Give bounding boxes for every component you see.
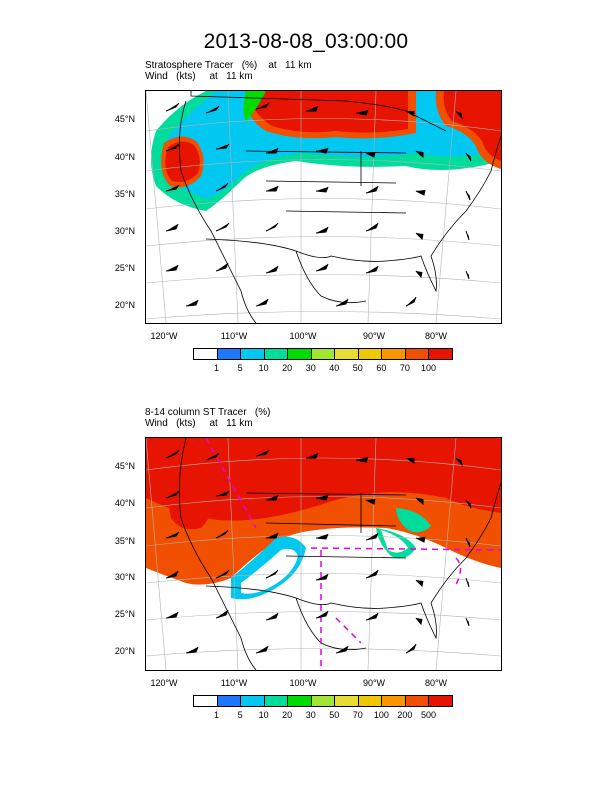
panel1-xtick-100w: 100°W bbox=[289, 331, 317, 341]
colorbar-label: 100 bbox=[373, 710, 389, 720]
panel1-ytick-25: 25°N bbox=[114, 263, 135, 273]
panel2-ytick-40: 40°N bbox=[114, 498, 135, 508]
colorbar-swatch bbox=[404, 695, 430, 707]
colorbar-label: 1 bbox=[214, 363, 220, 373]
panel1-map bbox=[145, 90, 502, 324]
panel2-ytick-20: 20°N bbox=[114, 646, 135, 656]
colorbar-swatch bbox=[310, 348, 336, 360]
panel1-colorbar: 1 5 10 20 30 40 50 60 70 100 bbox=[193, 348, 453, 378]
colorbar-label: 5 bbox=[237, 363, 243, 373]
colorbar-swatch bbox=[216, 695, 242, 707]
panel1-xtick-110w: 110°W bbox=[220, 331, 248, 341]
colorbar-swatch bbox=[428, 695, 453, 707]
panel2-colorbar: 1 5 10 20 30 50 70 100 200 500 bbox=[193, 695, 453, 725]
colorbar-label: 10 bbox=[258, 363, 269, 373]
panel2-tracer-shading bbox=[146, 438, 501, 600]
colorbar-swatch bbox=[193, 695, 218, 707]
colorbar-swatch bbox=[287, 695, 312, 707]
panel2-label-line2: Wind (kts) at 11 km bbox=[145, 418, 253, 429]
panel2-ytick-45: 45°N bbox=[114, 461, 135, 471]
colorbar-swatch bbox=[193, 348, 218, 360]
panel2-ytick-25: 25°N bbox=[114, 609, 135, 619]
panel1-xtick-90w: 90°W bbox=[362, 331, 386, 341]
colorbar-swatch bbox=[310, 695, 336, 707]
colorbar-swatch bbox=[428, 348, 453, 360]
colorbar-label: 40 bbox=[329, 363, 340, 373]
panel1-label-line1: Stratosphere Tracer (%) at 11 km bbox=[145, 60, 312, 71]
colorbar-swatch bbox=[381, 348, 406, 360]
colorbar-swatch bbox=[334, 348, 359, 360]
colorbar-swatch bbox=[404, 348, 430, 360]
panel1-wind-barbs bbox=[165, 102, 472, 307]
panel2-map bbox=[145, 437, 502, 671]
panel1-map-canvas bbox=[146, 91, 501, 323]
colorbar-label: 500 bbox=[420, 710, 436, 720]
panel1-xtick-80w: 80°W bbox=[424, 331, 448, 341]
colorbar-label: 50 bbox=[352, 363, 363, 373]
colorbar-swatch bbox=[240, 695, 265, 707]
figure-title: 2013-08-08_03:00:00 bbox=[203, 30, 409, 53]
panel2-magenta-contours bbox=[205, 438, 501, 670]
colorbar-label: 60 bbox=[376, 363, 387, 373]
panel2-wind-barbs bbox=[165, 449, 472, 654]
colorbar-label: 50 bbox=[329, 710, 340, 720]
colorbar-swatch bbox=[287, 348, 312, 360]
panel2-xtick-120w: 120°W bbox=[150, 678, 178, 688]
colorbar-label: 30 bbox=[305, 363, 316, 373]
panel2-ytick-35: 35°N bbox=[114, 536, 135, 546]
colorbar-swatch bbox=[263, 348, 289, 360]
panel2-map-canvas bbox=[146, 438, 501, 670]
panel2-label-line1: 8-14 column ST Tracer (%) bbox=[145, 407, 271, 418]
colorbar-label: 10 bbox=[258, 710, 269, 720]
panel1-coastlines bbox=[178, 91, 501, 323]
colorbar-swatch bbox=[216, 348, 242, 360]
panel1-xtick-120w: 120°W bbox=[150, 331, 178, 341]
colorbar-label: 70 bbox=[352, 710, 363, 720]
panel1-ytick-30: 30°N bbox=[114, 226, 135, 236]
colorbar-swatch bbox=[263, 695, 289, 707]
colorbar-label: 70 bbox=[399, 363, 410, 373]
panel2-xtick-100w: 100°W bbox=[289, 678, 317, 688]
colorbar-swatch bbox=[357, 695, 383, 707]
panel2-xtick-80w: 80°W bbox=[424, 678, 448, 688]
panel1-ytick-40: 40°N bbox=[114, 152, 135, 162]
panel2-xtick-110w: 110°W bbox=[220, 678, 248, 688]
panel1-graticule bbox=[146, 91, 501, 323]
panel1-ytick-35: 35°N bbox=[114, 189, 135, 199]
panel1-ytick-45: 45°N bbox=[114, 114, 135, 124]
colorbar-label: 1 bbox=[214, 710, 220, 720]
colorbar-swatch bbox=[357, 348, 383, 360]
colorbar-label: 30 bbox=[305, 710, 316, 720]
colorbar-label: 200 bbox=[397, 710, 413, 720]
panel2-xtick-90w: 90°W bbox=[362, 678, 386, 688]
colorbar-swatch bbox=[381, 695, 406, 707]
colorbar-label: 5 bbox=[237, 710, 243, 720]
panel1-ytick-20: 20°N bbox=[114, 300, 135, 310]
colorbar-swatch bbox=[240, 348, 265, 360]
panel2-ytick-30: 30°N bbox=[114, 572, 135, 582]
colorbar-label: 20 bbox=[282, 363, 293, 373]
colorbar-swatch bbox=[334, 695, 359, 707]
colorbar-label: 20 bbox=[282, 710, 293, 720]
panel1-label-line2: Wind (kts) at 11 km bbox=[145, 71, 253, 82]
panel2-graticule bbox=[146, 438, 501, 670]
colorbar-label: 100 bbox=[420, 363, 436, 373]
